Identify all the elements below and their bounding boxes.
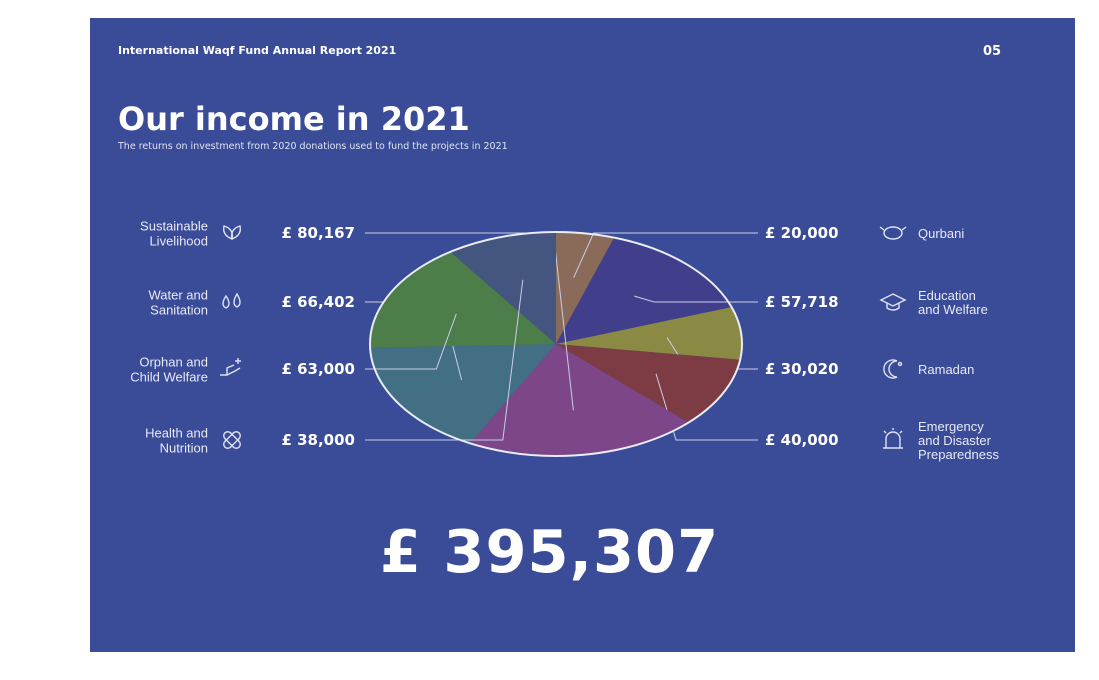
report-title: International Waqf Fund Annual Report 20… [118, 44, 397, 57]
slice-value: £ 57,718 [765, 293, 839, 311]
pie-slice-emergency-and-disaster-preparedness [556, 344, 741, 423]
leader-line [634, 295, 758, 303]
slice-value: £ 20,000 [765, 224, 839, 242]
slice-name: Health and [145, 426, 208, 441]
slice-value: £ 30,020 [765, 360, 839, 378]
slice-name: Nutrition [160, 441, 208, 456]
slice-name: Water and [149, 288, 209, 303]
slice-name: and Disaster [918, 433, 992, 448]
slice-name: Sanitation [150, 303, 208, 318]
slice-value: £ 66,402 [281, 293, 355, 311]
leader-line [365, 313, 457, 370]
bandage-icon [223, 431, 241, 449]
page-title: Our income in 2021 [118, 100, 470, 138]
pie-slice-education-and-welfare [556, 237, 732, 344]
pie-slice-health-and-nutrition [450, 232, 556, 344]
slice-value: £ 40,000 [765, 431, 839, 449]
pie-outline [369, 231, 743, 457]
total-income: £ 395,307 [379, 517, 720, 586]
helping-hand-icon [220, 358, 241, 376]
pie-slice-sustainable-livelihood [469, 344, 689, 456]
pie-slice-ramadan [556, 307, 742, 360]
water-drops-icon [222, 292, 241, 309]
slice-name: Orphan and [139, 355, 208, 370]
slice-name: and Welfare [918, 302, 988, 317]
page-subtitle: The returns on investment from 2020 dona… [118, 141, 508, 152]
slice-name: Child Welfare [130, 370, 208, 385]
slice-value: £ 80,167 [281, 224, 355, 242]
graduation-cap-icon [879, 293, 907, 311]
slice-name: Qurbani [918, 226, 964, 241]
page-number: 05 [983, 44, 1002, 59]
pie-slice-orphan-and-child-welfare [370, 251, 556, 348]
slice-name: Education [918, 288, 976, 303]
slice-name: Preparedness [918, 447, 999, 462]
slice-label-qurbani: £ 20,000 Qurbani [573, 224, 964, 278]
siren-icon [883, 428, 903, 449]
leader-line [655, 373, 758, 441]
crescent-moon-icon [883, 359, 903, 379]
leaves-icon [222, 225, 242, 240]
slice-name: Ramadan [918, 362, 974, 377]
slice-value: £ 38,000 [281, 431, 355, 449]
sheep-icon [879, 226, 907, 240]
slice-value: £ 63,000 [281, 360, 355, 378]
slice-name: Sustainable [140, 219, 208, 234]
slice-name: Livelihood [149, 234, 208, 249]
slice-name: Emergency [918, 419, 984, 434]
leader-line [365, 279, 524, 441]
pie-slice-qurbani [556, 232, 615, 344]
leader-line [573, 232, 758, 278]
